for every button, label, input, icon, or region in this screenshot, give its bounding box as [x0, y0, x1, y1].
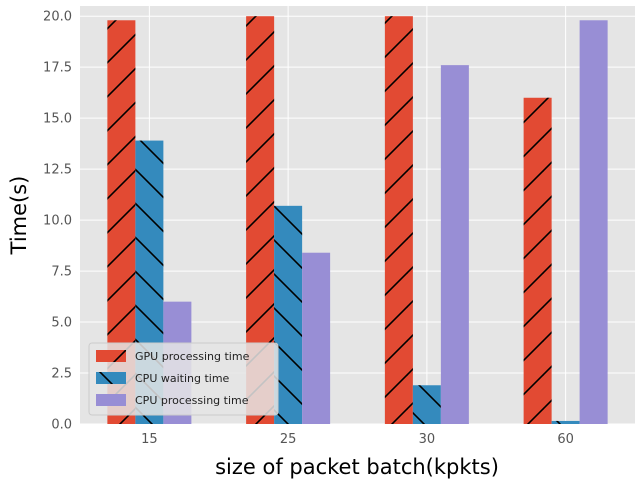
x-tick-label: 60 — [557, 432, 574, 447]
bar — [579, 20, 608, 425]
legend-item: GPU processing time — [96, 350, 250, 363]
bar-hatch — [412, 385, 441, 424]
y-axis-title: Time(s) — [7, 176, 31, 256]
y-tick-labels: 0.0 2.5 5.0 7.5 10.0 12.5 15.0 17.5 20.0 — [43, 10, 72, 433]
legend-swatch-hatch — [96, 372, 126, 384]
y-tick-label: 7.5 — [51, 265, 72, 280]
y-tick-label: 20.0 — [43, 10, 72, 25]
legend: GPU processing time CPU waiting time CPU… — [88, 342, 279, 416]
x-tick-label: 15 — [141, 432, 158, 447]
y-tick-label: 5.0 — [51, 316, 72, 331]
bar-hatch — [274, 205, 303, 424]
legend-item: CPU waiting time — [96, 372, 230, 385]
bar-hatch — [384, 16, 413, 424]
x-tick-label: 25 — [280, 432, 297, 447]
legend-label: CPU processing time — [135, 394, 249, 407]
legend-box — [88, 342, 279, 416]
bar — [440, 65, 469, 424]
y-tick-label: 17.5 — [43, 61, 72, 76]
legend-swatch — [96, 394, 126, 406]
legend-swatch-hatch — [96, 350, 126, 362]
bar — [302, 252, 331, 424]
legend-label: GPU processing time — [135, 350, 250, 363]
x-tick-labels: 15 25 30 60 — [141, 432, 574, 447]
y-tick-label: 12.5 — [43, 163, 72, 178]
legend-item: CPU processing time — [96, 394, 249, 407]
y-tick-label: 0.0 — [51, 418, 72, 433]
y-tick-label: 15.0 — [43, 112, 72, 127]
x-axis-title: size of packet batch(kpkts) — [215, 455, 499, 479]
x-tick-label: 30 — [419, 432, 436, 447]
y-tick-label: 2.5 — [51, 367, 72, 382]
bar-hatch — [551, 420, 580, 424]
legend-label: CPU waiting time — [135, 372, 230, 385]
bar-hatch — [523, 97, 552, 424]
y-tick-label: 10.0 — [43, 214, 72, 229]
